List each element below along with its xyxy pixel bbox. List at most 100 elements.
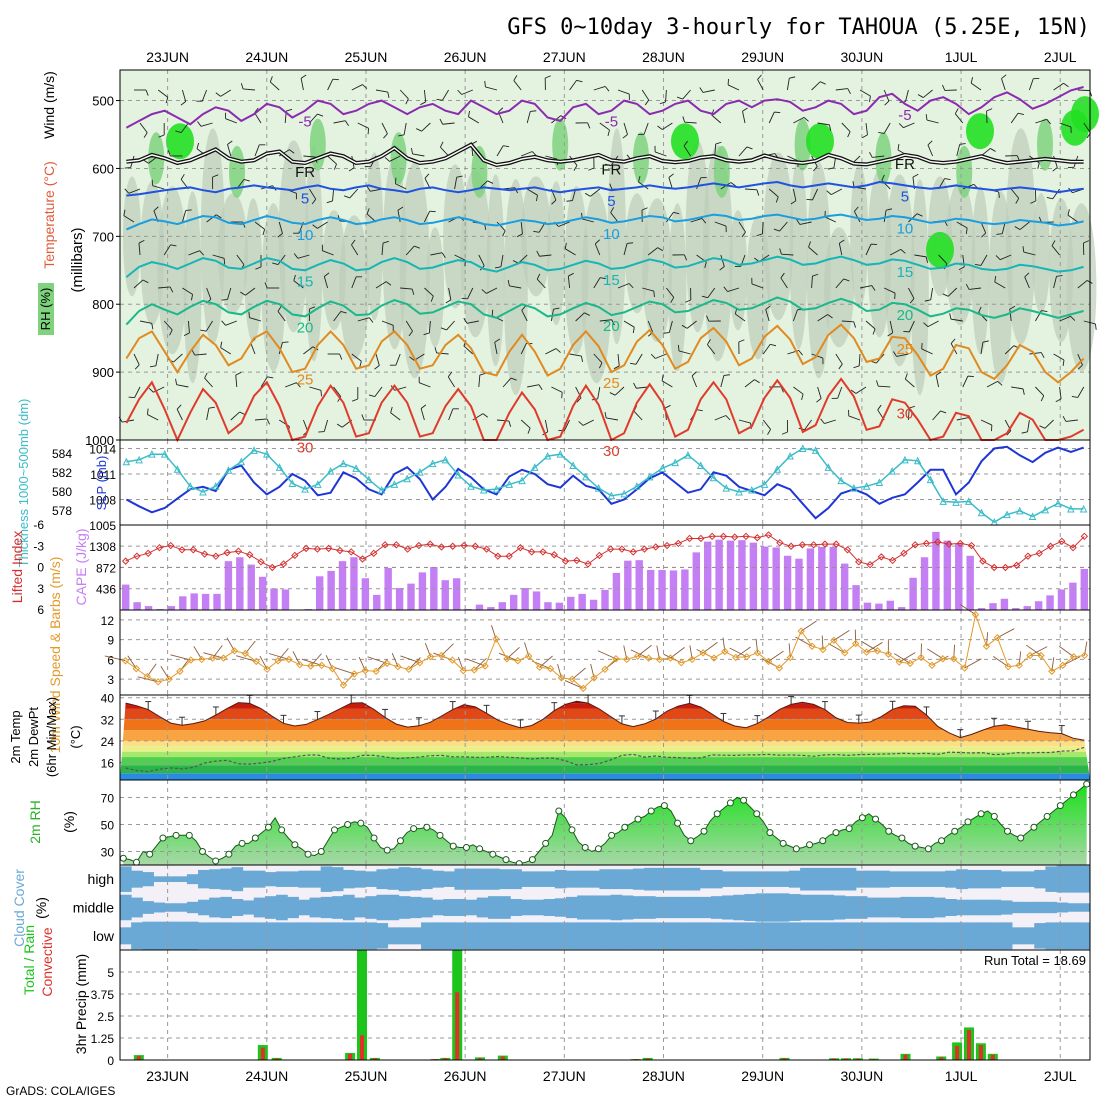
wind-10m-marker (742, 653, 751, 661)
wind-barb-flag (927, 140, 933, 146)
cloud-middle-cell (376, 894, 389, 921)
lifted-index-marker (595, 551, 604, 560)
wind-barb (496, 145, 504, 157)
wind-barb-flag (780, 272, 785, 279)
wind-barb-flag (383, 133, 388, 139)
cloud-low-cell (632, 922, 645, 950)
cloud-high-cell (777, 871, 790, 887)
isotherm-label: -5 (298, 114, 311, 131)
wind-barb (447, 376, 455, 388)
thickness-marker (237, 457, 246, 466)
cloud-middle-cell (387, 894, 400, 921)
cloud-high-cell (554, 869, 567, 889)
wind-barb (678, 350, 691, 355)
rh-marker (278, 826, 286, 834)
wind-barb (1051, 245, 1060, 256)
cloud-middle-cell (1011, 901, 1024, 914)
cloud-high-cell (621, 869, 634, 890)
wind-barb-flag (440, 327, 447, 331)
wind-barb (711, 114, 722, 124)
lifted-index-marker (505, 552, 513, 560)
lifted-index-marker (178, 546, 186, 554)
wind-barb (254, 144, 260, 157)
wind-barb (883, 210, 887, 223)
wind-10m-marker (993, 633, 1002, 642)
wind-barb (744, 379, 755, 388)
cape-bar (909, 577, 917, 610)
wind-barb-flag (765, 305, 771, 310)
wind-barb (848, 415, 861, 421)
lifted-index-axis-label: Lifted Index (9, 531, 25, 603)
thickness-axis-label: Thickness 1000~500mb (dm) (16, 399, 31, 568)
rh-marker (779, 839, 787, 847)
wind-barb (590, 188, 601, 197)
rh-shade-cell (824, 227, 854, 348)
wind-10m-marker (601, 665, 609, 674)
lifted-index-tick-label: -6 (33, 518, 44, 532)
wind-barb-flag (1024, 272, 1030, 278)
cape-bar (179, 596, 187, 610)
cloud-high-cell (1000, 871, 1013, 887)
cloud-middle-cell (956, 899, 968, 916)
isotherm-label: 30 (897, 406, 914, 423)
thickness-marker (722, 484, 731, 492)
wind-barb-flag (942, 84, 946, 91)
lifted-index-marker (674, 539, 683, 548)
wind-barb (351, 276, 357, 289)
thickness-line (126, 447, 1084, 524)
wind-10m-marker (1004, 662, 1012, 671)
cape-bar (646, 569, 655, 610)
rh-marker (674, 819, 682, 827)
lifted-index-marker (573, 556, 581, 565)
lifted-index-marker (979, 557, 987, 565)
rh-marker (858, 814, 866, 822)
cloud-middle-cell (867, 897, 879, 918)
rh-marker (1083, 780, 1091, 788)
thickness-marker (122, 457, 131, 466)
wind-10m-marker (579, 684, 587, 693)
wind-barb-flag (887, 332, 893, 337)
wind-10m-marker (623, 655, 631, 664)
lifted-index-marker (1024, 552, 1032, 560)
lifted-index-marker (561, 557, 570, 565)
rh-marker (924, 845, 932, 853)
wind-10m-barb (236, 655, 257, 662)
cloud-low-cell (298, 922, 311, 950)
slp-tick-label: 1014 (89, 443, 116, 457)
cloud-low-cell (900, 922, 913, 950)
isotherm-label: 5 (901, 188, 909, 205)
thickness-marker (1054, 499, 1062, 507)
thickness-marker (288, 479, 297, 487)
cloud-high-cell (588, 870, 600, 888)
cloud-high-cell (320, 866, 333, 892)
wind-barb-flag (440, 141, 444, 148)
rh-marker (1004, 827, 1012, 835)
wind-barb (643, 122, 649, 135)
lifted-index-marker (381, 541, 389, 549)
wind-barb (513, 80, 522, 91)
cloud-row-label: high (88, 871, 114, 887)
cloud-high-cell (198, 869, 210, 889)
temp-band (120, 701, 1090, 704)
wind-barb (665, 89, 667, 103)
cloud-low-cell (432, 922, 444, 950)
rh-marker (357, 819, 365, 827)
temp-band (120, 757, 1090, 766)
temp-tick-label: 16 (101, 756, 115, 770)
precip-convective-bar (500, 1056, 505, 1060)
thickness-marker (773, 465, 782, 473)
cape-bar (772, 547, 780, 610)
wind-barb-flag (498, 107, 504, 113)
thickness-marker (1028, 512, 1037, 520)
lifted-index-marker (832, 540, 840, 548)
rh-moist-cell (794, 118, 811, 171)
thickness-marker (160, 450, 169, 458)
bottom-time-axis: 23JUN 24JUN 25JUN 26JUN 27JUN 28JUN 29JUN 30JUN… (146, 1068, 1077, 1084)
cape-bar (532, 591, 541, 610)
cape-bar (818, 546, 826, 610)
lifted-index-marker (618, 545, 626, 553)
isotherm-line (125, 296, 1084, 326)
wind-barb-flag (568, 272, 574, 277)
